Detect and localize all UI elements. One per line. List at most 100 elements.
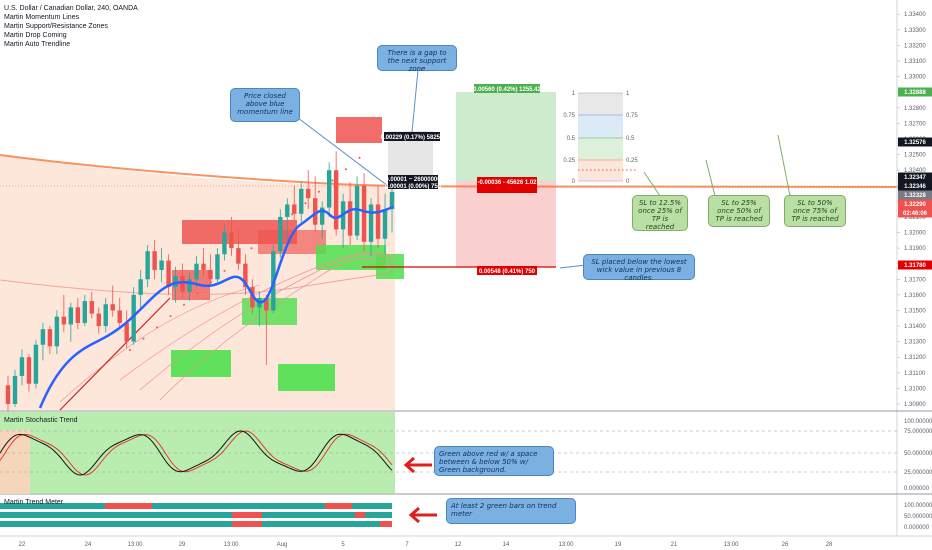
price-tick-label: 1.31200 — [904, 355, 926, 361]
candle-body — [159, 260, 164, 270]
price-tick-label: 1.32100 — [904, 215, 926, 221]
candle-body — [12, 375, 18, 404]
symbol-title[interactable]: U.S. Dollar / Canadian Dollar, 240, OAND… — [4, 5, 138, 12]
candle-body — [5, 385, 11, 404]
indicator-label[interactable]: Martin Drop Coming — [4, 32, 67, 39]
candle-body — [110, 304, 115, 311]
small-entry-label-b: 0.00001 (0.00%) 750 — [385, 184, 442, 190]
target-label-box — [474, 84, 540, 93]
callout-tp-stage-1: SL to 12.5% once 25% of TP is reached — [632, 195, 688, 231]
stoch-axis-label: 100.000000 — [904, 419, 932, 425]
price-tick-label: 1.31900 — [904, 246, 926, 252]
candle-body — [138, 279, 143, 295]
candle-body — [285, 204, 290, 217]
trend-meter-bar — [0, 503, 105, 509]
candle-body — [40, 329, 46, 345]
candle-body — [68, 307, 74, 325]
ma-orange-line-2 — [0, 269, 396, 295]
price-tag-label: 1.32347 — [904, 175, 926, 181]
candle-body — [82, 301, 87, 323]
price-tick-label: 1.33000 — [904, 75, 926, 81]
entry-label: -0.00036 - 45626 1.02 — [477, 180, 537, 186]
stoch-salmon-background — [0, 430, 30, 494]
stoch-axis-label: 0.000000 — [904, 486, 930, 492]
target-label: 0.00560 (0.42%) 1255.42 — [473, 87, 541, 93]
price-tag — [898, 87, 932, 97]
sr-zones — [171, 117, 404, 391]
time-tick-label: 13:00 — [558, 542, 574, 548]
fib-level-label: 0 — [626, 179, 630, 185]
time-tick-label: 13:00 — [223, 542, 239, 548]
trend-meter-bar — [355, 512, 365, 518]
support-zone — [171, 350, 231, 377]
indicator-label[interactable]: Martin Support/Resistance Zones — [4, 23, 108, 30]
ma-thin-line — [139, 253, 396, 391]
candle-body — [61, 316, 67, 325]
price-tick-label: 1.30900 — [904, 402, 926, 408]
candle-body — [173, 276, 178, 288]
meter-axis-label: 100.000000 — [904, 503, 932, 509]
fib-level-label: 0.5 — [567, 136, 576, 142]
candle-body — [368, 204, 374, 242]
candle-body — [354, 185, 360, 236]
candle-body — [89, 301, 94, 314]
candle-body — [96, 313, 101, 327]
fib-level-label: 0.25 — [626, 158, 638, 164]
position-stop-zone — [456, 181, 556, 267]
fib-level-label: 1 — [626, 91, 630, 97]
indicator-label[interactable]: Martin Auto Trendline — [4, 41, 71, 48]
fib-level-label: 0.5 — [626, 136, 635, 142]
drop-dot — [318, 190, 320, 193]
time-tick-label: 5 — [341, 542, 345, 548]
price-tick-label: 1.33200 — [904, 43, 926, 49]
annotation-arrows — [297, 69, 791, 524]
candle-body — [145, 251, 150, 280]
drop-dot — [237, 258, 239, 261]
stoch-black-line — [0, 430, 393, 476]
price-tick-label: 1.31600 — [904, 293, 926, 299]
time-tick-label: 14 — [503, 542, 510, 548]
candle-body — [26, 357, 32, 384]
price-tick-label: 1.31000 — [904, 386, 926, 392]
fib-level-label: 0 — [572, 179, 576, 185]
price-tick-label: 1.31100 — [904, 371, 926, 377]
candle-body — [180, 276, 185, 292]
trend-meter-bar — [352, 503, 392, 509]
candle-body — [187, 279, 192, 292]
price-tick-label: 1.33300 — [904, 28, 926, 34]
stop-label: 0.00548 (0.41%) 750 — [479, 269, 536, 275]
drop-dot — [264, 236, 266, 238]
candle-body — [215, 254, 220, 280]
trend-meter-bar — [325, 503, 352, 509]
time-tick-label: 13:00 — [723, 542, 739, 548]
drop-dot — [345, 168, 347, 171]
price-tag — [898, 190, 932, 200]
stoch-axis-label: 25.000000 — [904, 470, 932, 476]
trend-meter-bar — [0, 512, 232, 518]
time-tick-label: Aug — [277, 542, 288, 548]
ma-thin-line — [119, 252, 396, 381]
candle-body — [201, 263, 206, 270]
callout-pointer — [411, 69, 419, 133]
trend-meter-title[interactable]: Martin Trend Meter — [4, 499, 64, 506]
time-tick-label: 29 — [179, 542, 186, 548]
candle-body — [194, 263, 199, 280]
price-tick-label: 1.32500 — [904, 153, 926, 159]
auto-trendline — [59, 297, 171, 411]
candle-body — [33, 344, 39, 384]
price-tag — [898, 260, 932, 270]
price-axis[interactable]: 1.30900 1.31000 1.31100 1.31200 1.31300 1.314… — [897, 12, 932, 531]
small-target-label-box — [384, 132, 440, 141]
time-axis[interactable]: 22 24 13:00 29 13:00 Aug 5 7 12 14 13:00 19 21 13:00 2… — [19, 542, 833, 548]
price-tags: 1.32888 1.32576 1.32347 1.32346 1.32328 1.322… — [898, 87, 932, 270]
stochastic-title[interactable]: Martin Stochastic Trend — [4, 417, 78, 424]
fib-retracement — [578, 92, 636, 182]
momentum-line — [38, 205, 394, 409]
stochastic-pane — [0, 412, 897, 494]
price-tag-label: 1.32888 — [904, 90, 926, 96]
price-tag — [898, 172, 932, 182]
callout-pointer — [643, 171, 661, 197]
price-tick-label: 1.31300 — [904, 340, 926, 346]
indicator-label[interactable]: Martin Momentum Lines — [4, 14, 80, 21]
